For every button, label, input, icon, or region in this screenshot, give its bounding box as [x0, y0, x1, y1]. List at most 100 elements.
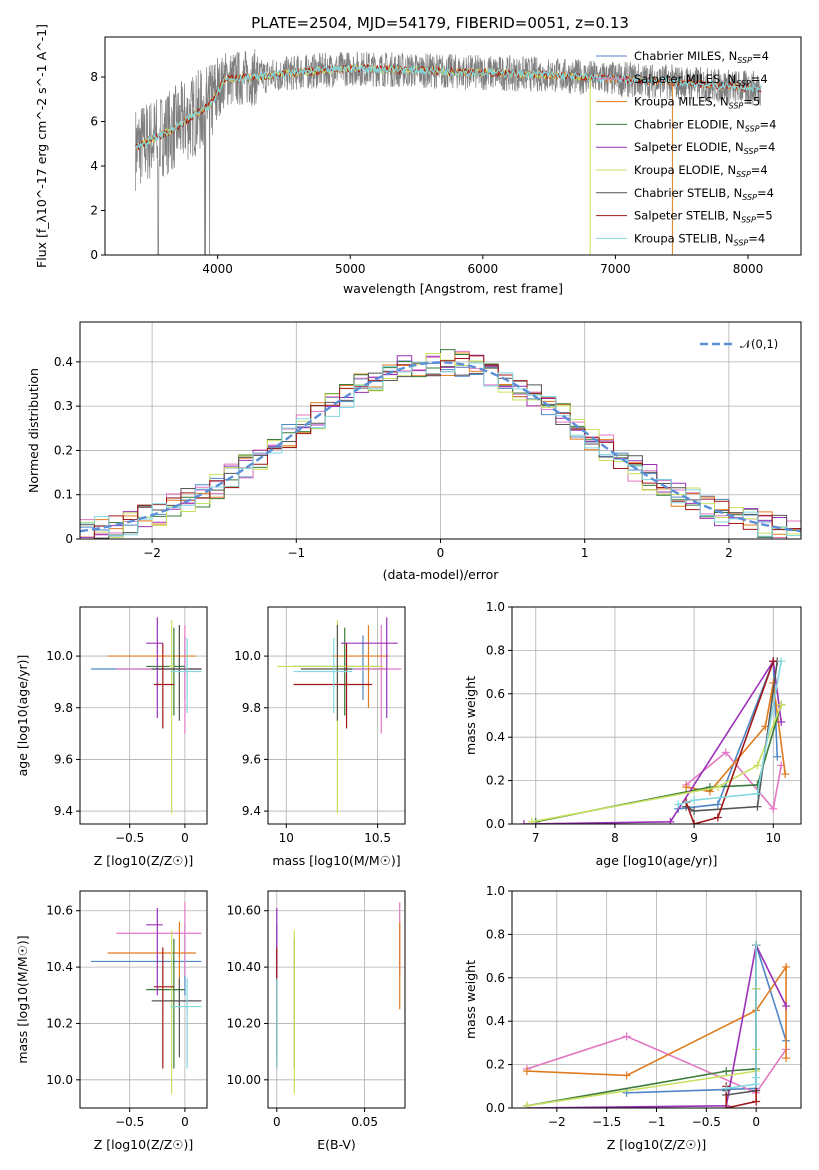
y-tick-label: 8: [90, 70, 98, 84]
y-tick-label: 9.6: [54, 752, 73, 766]
x-tick-label: 10.5: [364, 831, 391, 845]
legend-label: 𝒩(0,1): [740, 337, 778, 351]
legend-label: Chabrier STELIB, NSSP=4: [634, 186, 774, 202]
weight-line: [523, 658, 782, 824]
legend-label: Chabrier ELODIE, NSSP=4: [634, 117, 776, 133]
weight-line: [526, 942, 787, 1108]
y-tick-label: 6: [90, 115, 98, 129]
y-tick-label: 1.0: [486, 884, 505, 898]
plot-area: [134, 49, 762, 255]
weight-line: [685, 660, 775, 824]
panel-6: 0 0.05 10.00 10.20 10.40 10.60 E(B-V): [227, 890, 406, 1152]
y-tick-label: 0.8: [486, 643, 505, 657]
y-tick-label: 0.6: [486, 971, 505, 985]
plot-area: [80, 322, 801, 539]
x-axis-label: wavelength [Angstrom, rest frame]: [343, 281, 563, 296]
y-tick-label: 0.6: [486, 687, 505, 701]
plot-area: [80, 891, 207, 1108]
x-tick-label: 10: [766, 831, 781, 845]
x-tick-label: 0: [437, 546, 445, 560]
axes-frame: [104, 36, 802, 256]
y-tick-label: 0: [65, 532, 73, 546]
normal-curve: [80, 361, 801, 533]
figure-title: PLATE=2504, MJD=54179, FIBERID=0051, z=0…: [251, 14, 629, 32]
y-tick-label: 0.4: [54, 355, 73, 369]
x-tick-label: −1: [287, 546, 305, 560]
plot-area: [512, 891, 801, 1108]
model-spectrum: [134, 62, 762, 149]
x-tick-label: 4000: [202, 262, 233, 276]
x-tick-label: 0.05: [351, 1115, 378, 1129]
x-tick-label: 8: [611, 831, 619, 845]
x-tick-label: 1: [581, 546, 589, 560]
x-tick-label: 7: [532, 831, 540, 845]
x-tick-label: 2: [725, 546, 733, 560]
legend-label: Salpeter ELODIE, NSSP=4: [634, 140, 775, 156]
panel-7: −2 −1.5 −1 −0.5 0 0.0 0.2 0.4 0.6 0.8 1.0 Z [log10(…: [463, 884, 802, 1152]
y-tick-label: 0.2: [486, 774, 505, 788]
x-tick-label: 6000: [468, 262, 499, 276]
y-tick-label: 10.0: [234, 649, 261, 663]
y-tick-label: 0.1: [54, 488, 73, 502]
x-axis-label: Z [log10(Z/Z☉)]: [94, 853, 194, 868]
x-axis-label: (data-model)/error: [383, 567, 500, 582]
y-tick-label: 2: [90, 204, 98, 218]
axes-frame: [79, 890, 208, 1109]
panel-2: −0.5 0 9.4 9.6 9.8 10.0 Z [log10(Z/Z☉)] age [lo…: [15, 606, 208, 868]
y-tick-label: 10.2: [46, 1016, 73, 1030]
plot-area: [512, 607, 801, 824]
y-tick-label: 0.3: [54, 399, 73, 413]
panel-5: −0.5 0 10.0 10.2 10.4 10.6 Z [log10(Z/Z☉)] mass…: [15, 890, 208, 1152]
plot-area: [268, 607, 405, 824]
weight-line: [531, 704, 782, 823]
y-tick-label: 0.2: [54, 443, 73, 457]
weight-line: [535, 704, 782, 823]
x-tick-label: −1: [648, 1115, 666, 1129]
x-tick-label: 7000: [600, 262, 631, 276]
plot-area: [80, 607, 207, 824]
y-tick-label: 0.4: [486, 1014, 505, 1028]
axes-frame: [79, 321, 802, 540]
y-axis-label: mass weight: [463, 676, 478, 755]
x-tick-label: 9: [690, 831, 698, 845]
y-axis-label: age [log10(age/yr)]: [15, 655, 30, 777]
axes-frame: [267, 890, 406, 1109]
legend-label: Kroupa MILES, NSSP=5: [634, 95, 760, 111]
x-tick-label: 0: [181, 1115, 189, 1129]
y-tick-label: 1.0: [486, 600, 505, 614]
y-tick-label: 0.0: [486, 1101, 505, 1115]
y-tick-label: 10.0: [46, 1073, 73, 1087]
x-axis-label: E(B-V): [317, 1137, 356, 1152]
x-axis-label: mass [log10(M/M☉)]: [272, 853, 400, 868]
axes-frame: [267, 606, 406, 825]
panel-3: 10 10.5 9.4 9.6 9.8 10.0 mass [log10(M/M☉)]: [234, 606, 406, 868]
x-axis-label: Z [log10(Z/Z☉)]: [607, 1137, 707, 1152]
y-tick-label: 0.2: [486, 1058, 505, 1072]
y-tick-label: 10.4: [46, 960, 73, 974]
plot-area: [268, 891, 405, 1108]
y-tick-label: 9.4: [54, 804, 73, 818]
panel-4: 7 8 9 10 0.0 0.2 0.4 0.6 0.8 1.0 age [log10(age/yr…: [463, 600, 802, 868]
y-tick-label: 0.0: [486, 817, 505, 831]
x-tick-label: −2: [548, 1115, 566, 1129]
weight-line: [526, 988, 757, 1107]
x-axis-label: age [log10(age/yr)]: [596, 853, 718, 868]
legend-label: Salpeter MILES, NSSP=4: [634, 72, 768, 88]
legend-label: Salpeter STELIB, NSSP=5: [634, 209, 773, 225]
y-tick-label: 10.00: [227, 1073, 261, 1087]
x-tick-label: 0: [181, 831, 189, 845]
y-tick-label: 0.4: [486, 730, 505, 744]
y-axis-label: mass weight: [463, 960, 478, 1039]
x-tick-label: −0.5: [115, 1115, 144, 1129]
y-tick-label: 9.6: [242, 752, 261, 766]
y-tick-label: 9.8: [242, 701, 261, 715]
y-tick-label: 9.4: [242, 804, 261, 818]
residual-histogram: [80, 361, 801, 537]
y-tick-label: 4: [90, 159, 98, 173]
legend-label: Kroupa ELODIE, NSSP=4: [634, 163, 768, 179]
residual-histogram: [80, 355, 801, 539]
panel-1: −2 −1 0 1 2 0 0.1 0.2 0.3 0.4 𝒩(0,1) (data-model)/e…: [26, 321, 802, 582]
x-tick-label: 10: [279, 831, 294, 845]
y-tick-label: 10.60: [227, 904, 261, 918]
